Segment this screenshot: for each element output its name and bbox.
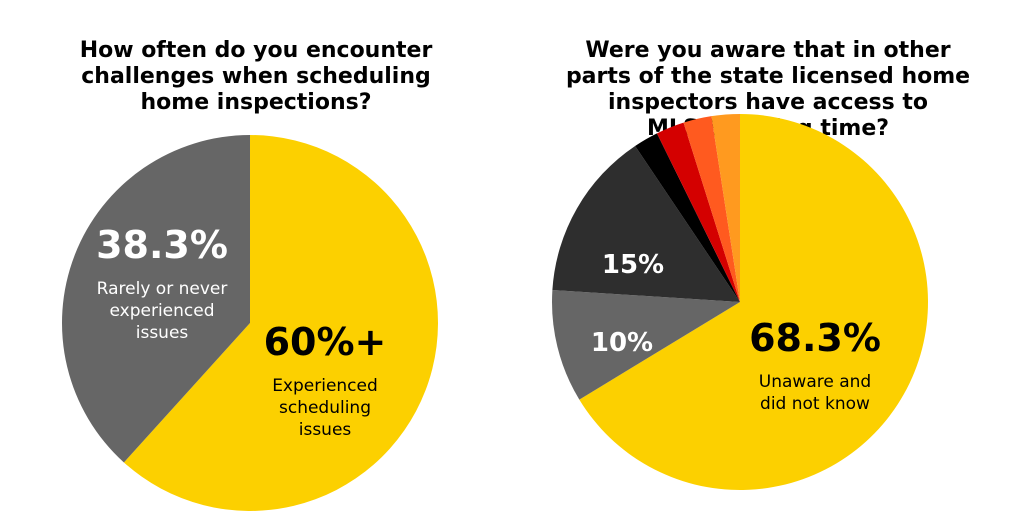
pie-slice [683,116,740,303]
pie-slice [123,135,439,511]
chart-title: How often do you encounter challenges wh… [79,38,433,115]
pie-slice [552,145,740,302]
pie-slice [579,114,928,490]
slice-value-label: 38.3% [96,223,228,267]
slice-value-label: 10% [591,328,653,358]
pie-slice [711,114,740,302]
slice-value-label: 68.3% [749,316,881,360]
slice-value-label: 60%+ [264,320,387,364]
pie-slice [656,122,740,303]
slice-value-label: 15% [602,250,664,280]
chart-title: Were you aware that in other parts of th… [565,38,971,141]
pie-slice [62,135,251,463]
pie-chart-scheduling-challenges: How often do you encounter challenges wh… [62,38,439,511]
pie-plot: 60%+ Experienced scheduling issues 38.3% Rare… [62,135,439,511]
pie-chart-mls-awareness: Were you aware that in other parts of th… [512,0,1024,519]
pie-slice [635,133,740,302]
slice-description-label: Experienced scheduling issues [272,376,378,440]
pie-plot: 68.3% Unaware and did not know 10% 15% [552,114,928,490]
slice-description-label: Unaware and did not know [759,372,871,414]
pie-slice [552,289,740,400]
slice-description-label: Rarely or never experienced issues [97,279,228,343]
